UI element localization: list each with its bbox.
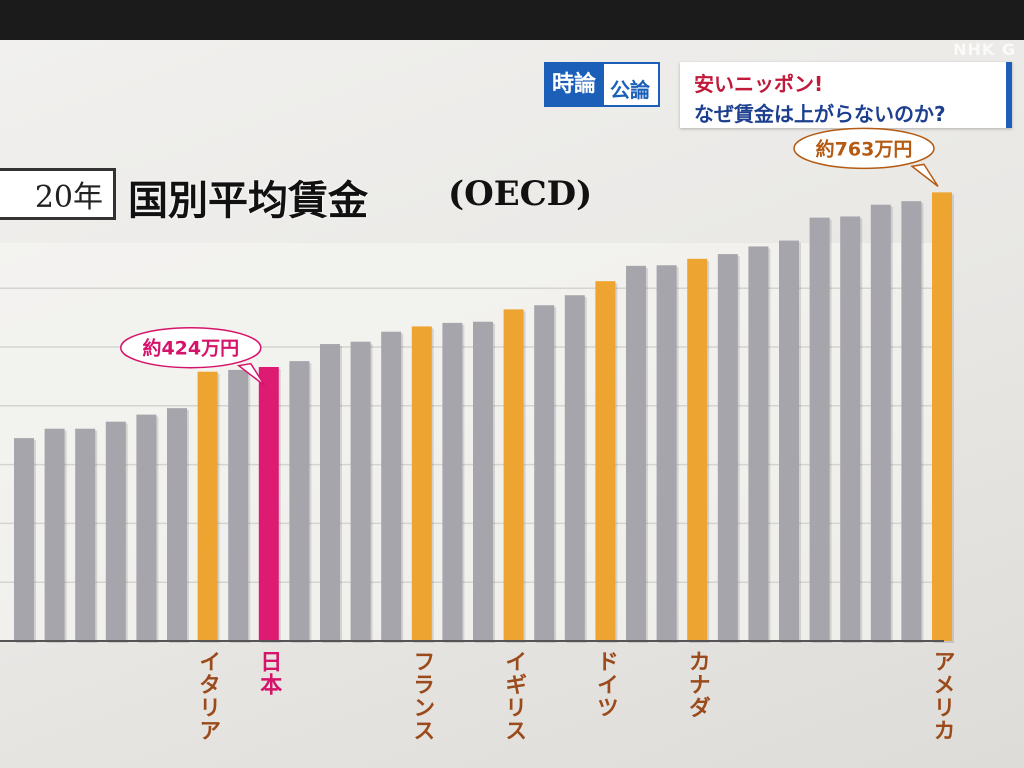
callout-text: 約424万円: [142, 337, 239, 360]
year-label: 20年: [0, 168, 116, 220]
bar-アメリカ: [932, 192, 952, 641]
bar: [656, 265, 677, 641]
bar-イギリス: [503, 309, 524, 641]
bar: [473, 321, 493, 641]
topic-headline: 安いニッポン!: [694, 72, 824, 96]
bar: [626, 265, 646, 641]
bar: [14, 438, 34, 641]
callout-text: 約763万円: [816, 137, 913, 160]
callout-bubble: [793, 127, 935, 170]
bar: [167, 408, 187, 641]
bar: [442, 322, 463, 641]
bar-イタリア: [197, 371, 218, 641]
callout-pointer: [910, 163, 939, 187]
bar: [901, 201, 922, 641]
callout-bubble: [120, 326, 262, 369]
country-label: カナダ: [685, 650, 710, 719]
bar: [289, 361, 310, 641]
channel-logo: NHK G: [953, 40, 1016, 59]
bar: [748, 246, 769, 641]
country-label: イギリス: [501, 650, 526, 742]
country-label: アメリカ: [930, 650, 955, 742]
chart-title: 国別平均賃金: [128, 178, 368, 224]
bar: [105, 421, 126, 641]
bar: [870, 204, 891, 642]
program-tag-main: 時論: [544, 62, 605, 107]
country-label: 日本: [256, 650, 282, 696]
value-callout: 約763万円: [793, 127, 939, 187]
chart-source: (OECD): [448, 174, 593, 214]
bar-カナダ: [687, 258, 708, 641]
bar: [809, 217, 830, 641]
callout-pointer: [236, 362, 266, 387]
program-tag-sub: 公論: [604, 62, 661, 107]
bar: [136, 414, 157, 641]
country-label: ドイツ: [593, 650, 618, 719]
bar: [350, 341, 371, 641]
bar: [534, 305, 555, 641]
bar: [840, 216, 861, 642]
bar-フランス: [411, 326, 432, 641]
bar: [717, 254, 738, 641]
country-label: イタリア: [195, 650, 220, 742]
topic-box: 安いニッポン! なぜ賃金は上がらないのか?: [680, 62, 1012, 128]
value-callout: 約424万円: [120, 326, 266, 387]
country-label: フランス: [409, 650, 434, 742]
bar-日本: [258, 366, 279, 641]
bar: [320, 344, 340, 641]
bar: [44, 428, 65, 641]
bar: [228, 369, 249, 641]
bar: [564, 295, 585, 641]
bar: [381, 331, 402, 641]
program-tag: 時論 公論: [544, 62, 661, 107]
bar: [75, 428, 96, 641]
bar: [779, 240, 799, 641]
topic-subheadline: なぜ賃金は上がらないのか?: [694, 102, 946, 126]
bar-ドイツ: [595, 281, 616, 641]
